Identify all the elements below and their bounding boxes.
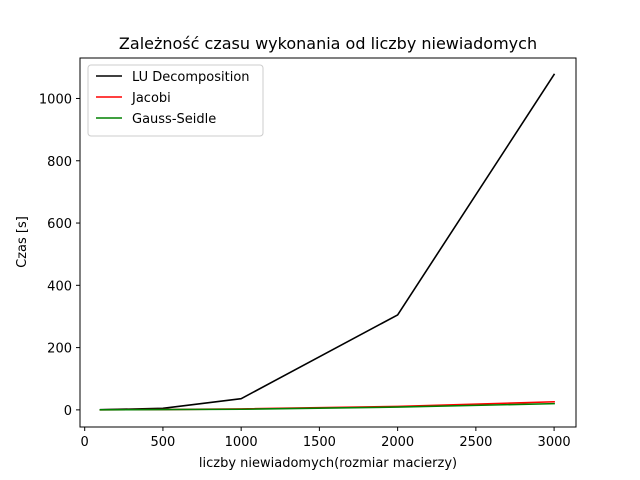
y-tick-label: 600	[47, 217, 72, 232]
x-tick-label: 0	[81, 435, 89, 450]
y-tick-label: 800	[47, 155, 72, 170]
x-tick-label: 3000	[538, 435, 571, 450]
legend-box	[87, 64, 264, 137]
x-tick-label: 2000	[381, 435, 414, 450]
plot-area: 0 500 1000 1500 2000 2500 3000 0 200 400 600 800 100…	[39, 73, 571, 450]
legend-label-1: LU Decomposition	[132, 70, 250, 85]
x-tick-label: 1500	[303, 435, 336, 450]
y-tick-label: 0	[64, 404, 72, 419]
legend: LU Decomposition Jacobi Gauss-Seidle	[87, 64, 264, 137]
y-tick-label: 1000	[39, 92, 72, 107]
x-tick-label: 1000	[225, 435, 258, 450]
x-tick-label: 2500	[459, 435, 492, 450]
y-tick-label: 400	[47, 279, 72, 294]
y-tick-label: 200	[47, 342, 72, 357]
axes-frame	[79, 57, 577, 428]
legend-label-2: Jacobi	[131, 91, 171, 106]
y-axis-label: Czas [s]	[15, 216, 30, 268]
series-line-1	[99, 73, 556, 411]
legend-label-3: Gauss-Seidle	[132, 112, 216, 127]
x-axis-label: liczby niewiadomych(rozmiar macierzy)	[199, 456, 457, 471]
x-tick-label: 500	[151, 435, 176, 450]
series-line-3	[99, 402, 555, 411]
chart-title: Zależność czasu wykonania od liczby niew…	[119, 34, 537, 53]
